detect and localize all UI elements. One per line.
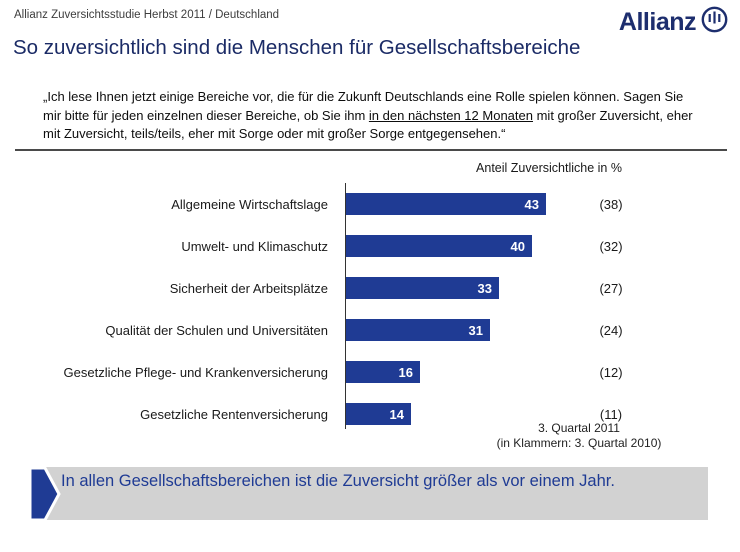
footnote-line-1: 3. Quartal 2011 <box>538 421 620 435</box>
bar: 43 <box>346 193 546 215</box>
previous-year-value: (38) <box>599 196 623 212</box>
chart-row: Umwelt- und Klimaschutz 40 (32) <box>0 225 740 267</box>
previous-year-value: (32) <box>599 238 623 254</box>
previous-year-value: (27) <box>599 280 623 296</box>
category-label: Sicherheit der Arbeitsplätze <box>169 280 328 296</box>
bar-track: 14 <box>346 403 582 425</box>
bar-chart: Allgemeine Wirtschaftslage 43 (38) Umwel… <box>0 183 740 435</box>
bar-track: 43 <box>346 193 582 215</box>
chart-row: Allgemeine Wirtschaftslage 43 (38) <box>0 183 740 225</box>
bar-track: 16 <box>346 361 582 383</box>
bar-track: 33 <box>346 277 582 299</box>
quote-underlined-phrase: in den nächsten 12 Monaten <box>368 107 533 123</box>
chart-footnote: 3. Quartal 2011 (in Klammern: 3. Quartal… <box>432 421 726 450</box>
bar: 40 <box>346 235 532 257</box>
allianz-logo: Allianz <box>619 6 728 38</box>
key-message-box: In allen Gesellschaftsbereichen ist die … <box>28 466 708 522</box>
chart-axis-title: Anteil Zuversichtliche in % <box>476 161 622 175</box>
chart-axis-line <box>345 183 346 429</box>
previous-year-value: (12) <box>599 364 623 380</box>
quote-part2: mit großer Zuversicht, eher mit Zuversic… <box>43 107 693 142</box>
category-label: Qualität der Schulen und Universitäten <box>105 322 328 338</box>
allianz-emblem-icon <box>701 6 728 38</box>
chart-row: Gesetzliche Pflege- und Krankenversicher… <box>0 351 740 393</box>
category-label: Gesetzliche Pflege- und Krankenversicher… <box>63 364 328 380</box>
category-label: Gesetzliche Rentenversicherung <box>140 406 328 422</box>
bar-track: 40 <box>346 235 582 257</box>
horizontal-divider <box>15 149 727 151</box>
chart-row: Gesetzliche Rentenversicherung 14 (11) <box>0 393 740 435</box>
previous-year-value: (11) <box>599 406 623 422</box>
category-label: Allgemeine Wirtschaftslage <box>171 196 328 212</box>
bar-track: 31 <box>346 319 582 341</box>
key-message-text: In allen Gesellschaftsbereichen ist die … <box>61 472 615 490</box>
chart-row: Qualität der Schulen und Universitäten 3… <box>0 309 740 351</box>
allianz-logo-text: Allianz <box>618 7 697 36</box>
footnote-line-2: (in Klammern: 3. Quartal 2010) <box>496 435 662 450</box>
category-label: Umwelt- und Klimaschutz <box>181 238 328 254</box>
bar: 14 <box>346 403 411 425</box>
quote-part1: „Ich lese Ihnen jetzt einige Bereiche vo… <box>43 89 684 123</box>
study-label: Allianz Zuversichtsstudie Herbst 2011 / … <box>14 9 280 21</box>
bar: 33 <box>346 277 499 299</box>
bar: 16 <box>346 361 420 383</box>
survey-question-quote: „Ich lese Ihnen jetzt einige Bereiche vo… <box>43 88 695 144</box>
page-title: So zuversichtlich sind die Menschen für … <box>13 36 581 59</box>
chart-row: Sicherheit der Arbeitsplätze 33 (27) <box>0 267 740 309</box>
previous-year-value: (24) <box>599 322 623 338</box>
bar: 31 <box>346 319 490 341</box>
arrow-right-icon <box>28 466 62 527</box>
